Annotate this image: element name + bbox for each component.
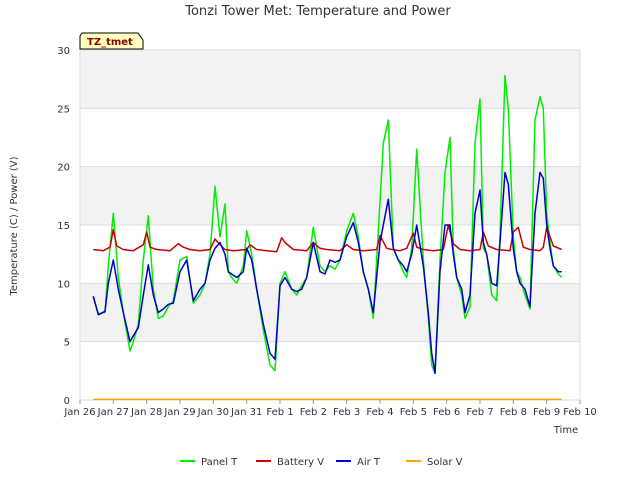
y-axis-ticks: 0 5 10 15 20 25 30: [57, 46, 70, 407]
station-badge-label: TZ_tmet: [87, 37, 133, 48]
x-tick-label: Feb 9: [533, 407, 560, 418]
x-tick-label: Jan 27: [97, 407, 129, 418]
y-tick-label: 30: [57, 46, 70, 57]
y-axis-label: Temperature (C) / Power (V): [9, 156, 20, 296]
x-tick-label: Feb 3: [333, 407, 360, 418]
series-lines: [92, 74, 563, 401]
legend-item: Solar V: [406, 457, 463, 468]
y-tick-label: 20: [57, 163, 70, 174]
y-tick-label: 0: [64, 396, 70, 407]
x-tick-label: Feb 2: [300, 407, 327, 418]
x-tick-label: Feb 10: [563, 407, 597, 418]
plot-band: [80, 108, 580, 167]
x-tick-label: Feb 4: [366, 407, 393, 418]
station-badge: TZ_tmet: [79, 32, 144, 50]
x-axis-ticks: Jan 26 Jan 27 Jan 28 Jan 29 Jan 30 Jan 31 Feb …: [63, 400, 597, 418]
plot-band: [80, 341, 580, 400]
x-axis-label: Time: [553, 425, 578, 436]
plot-band: [80, 50, 580, 109]
legend-label: Battery V: [277, 457, 324, 468]
series-line-air-t: [92, 171, 562, 374]
x-tick-label: Feb 5: [400, 407, 427, 418]
y-tick-label: 25: [57, 104, 70, 115]
y-tick-label: 10: [57, 279, 70, 290]
legend-label: Solar V: [427, 457, 463, 468]
x-tick-label: Feb 6: [433, 407, 460, 418]
series-line-battery-v: [93, 224, 562, 253]
legend-label: Air T: [357, 457, 381, 468]
x-tick-label: Feb 7: [466, 407, 493, 418]
chart-title: Tonzi Tower Met: Temperature and Power: [184, 4, 451, 19]
plot-band: [80, 225, 580, 284]
y-tick-label: 15: [57, 221, 70, 232]
x-tick-label: Jan 28: [130, 407, 162, 418]
x-tick-label: Jan 31: [230, 407, 262, 418]
x-tick-label: Jan 30: [197, 407, 229, 418]
legend-label: Panel T: [201, 457, 238, 468]
legend-item: Air T: [336, 457, 381, 468]
x-tick-label: Feb 1: [266, 407, 293, 418]
legend-item: Battery V: [256, 457, 324, 468]
legend: Panel T Battery V Air T Solar V: [180, 457, 463, 468]
x-tick-label: Feb 8: [500, 407, 527, 418]
y-tick-label: 5: [64, 338, 70, 349]
legend-item: Panel T: [180, 457, 238, 468]
plot-background: [79, 49, 581, 401]
plot-band: [80, 166, 580, 225]
x-tick-label: Jan 29: [163, 407, 195, 418]
x-tick-label: Jan 26: [63, 407, 95, 418]
station-badge-box: [79, 32, 144, 50]
plot-band: [80, 283, 580, 342]
